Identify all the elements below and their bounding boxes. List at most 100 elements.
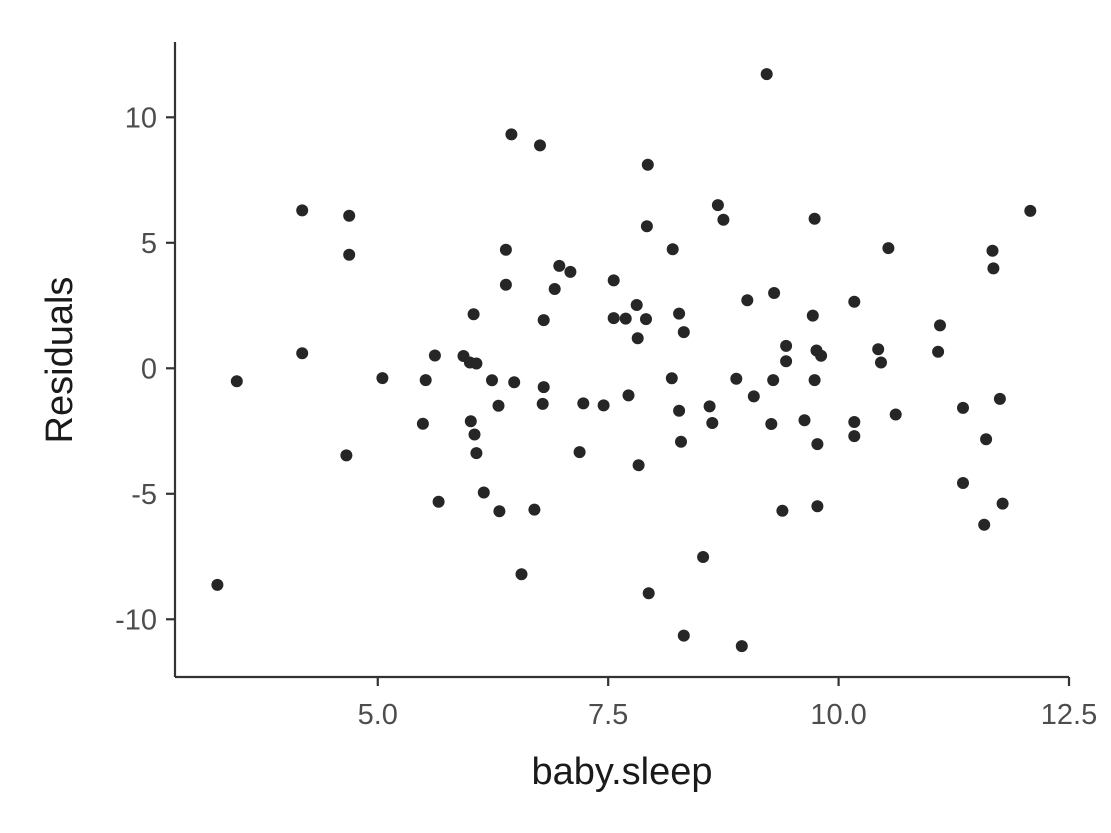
data-point-34: [677, 326, 690, 339]
data-point-76: [848, 430, 861, 443]
data-point-85: [477, 486, 490, 499]
y-axis-ticks: -10 -5 0 5 10: [115, 102, 175, 636]
data-point-21: [548, 283, 561, 295]
data-point-2: [534, 139, 546, 152]
data-point-70: [464, 415, 477, 428]
data-point-39: [932, 345, 945, 358]
data-point-92: [978, 518, 991, 531]
data-point-75: [468, 428, 481, 441]
data-point-52: [508, 376, 521, 389]
data-point-65: [703, 400, 716, 413]
data-point-74: [848, 416, 861, 428]
x-tick-label-3: 12.5: [1041, 699, 1097, 731]
data-point-46: [780, 355, 793, 368]
x-tick-label-0: 5.0: [358, 699, 398, 731]
data-point-33: [934, 319, 946, 332]
data-point-69: [416, 417, 429, 430]
data-point-83: [632, 459, 645, 472]
data-point-16: [553, 259, 566, 272]
data-point-0: [760, 68, 773, 81]
data-point-31: [640, 313, 652, 326]
data-point-47: [875, 356, 887, 369]
data-point-25: [630, 299, 643, 311]
data-point-87: [811, 500, 824, 513]
data-point-54: [730, 372, 743, 385]
data-point-22: [768, 287, 781, 299]
data-point-32: [537, 314, 550, 327]
data-point-95: [211, 578, 224, 591]
data-point-98: [735, 640, 748, 653]
data-point-23: [741, 294, 754, 307]
x-axis-title: baby.sleep: [532, 751, 713, 793]
data-point-81: [470, 447, 483, 460]
data-point-94: [515, 568, 528, 581]
x-axis-ticks: 5.0 7.5 10.0 12.5: [358, 677, 1097, 731]
data-point-40: [296, 347, 309, 360]
data-point-91: [776, 504, 789, 517]
data-point-5: [296, 204, 309, 217]
data-point-51: [486, 374, 498, 387]
data-point-72: [765, 418, 778, 430]
data-point-27: [467, 308, 480, 321]
data-point-55: [767, 374, 780, 387]
data-point-63: [597, 399, 610, 412]
data-point-96: [642, 587, 655, 600]
points-layer: [211, 68, 1037, 653]
data-point-17: [564, 265, 577, 278]
y-tick-label-2: 0: [141, 353, 157, 385]
data-point-11: [343, 248, 356, 261]
data-point-57: [537, 381, 550, 394]
data-point-82: [340, 449, 353, 462]
data-point-10: [640, 220, 653, 233]
data-point-14: [882, 242, 895, 255]
data-point-35: [631, 332, 644, 345]
data-point-86: [432, 495, 445, 508]
data-point-73: [798, 414, 811, 427]
data-point-24: [848, 295, 861, 308]
data-point-9: [1024, 204, 1037, 217]
data-point-56: [808, 374, 821, 387]
data-point-15: [986, 244, 999, 257]
data-point-58: [622, 389, 635, 402]
data-point-12: [499, 243, 512, 256]
data-point-8: [808, 212, 821, 225]
data-point-7: [717, 213, 730, 226]
data-point-77: [980, 433, 993, 446]
data-point-59: [747, 390, 760, 403]
y-tick-label-4: 10: [125, 102, 157, 134]
data-point-43: [815, 349, 828, 362]
data-point-20: [499, 278, 512, 291]
data-point-19: [607, 274, 620, 287]
data-point-13: [666, 243, 679, 256]
data-point-30: [619, 312, 632, 325]
data-point-68: [889, 408, 902, 421]
data-point-66: [957, 401, 969, 414]
data-point-64: [492, 399, 505, 412]
data-point-78: [675, 435, 687, 448]
data-point-1: [505, 128, 518, 141]
data-point-62: [577, 397, 590, 410]
y-tick-label-1: -5: [131, 479, 157, 511]
data-point-36: [780, 339, 793, 352]
data-point-45: [470, 357, 483, 370]
y-tick-label-3: 5: [141, 228, 157, 260]
data-point-53: [665, 372, 678, 385]
data-point-67: [673, 404, 686, 417]
data-point-80: [573, 446, 586, 459]
data-point-61: [536, 397, 549, 410]
data-point-37: [872, 343, 885, 356]
data-point-97: [677, 629, 690, 642]
data-point-18: [987, 262, 1000, 275]
x-tick-label-1: 7.5: [588, 699, 628, 731]
y-axis-title: Residuals: [39, 277, 81, 444]
data-point-49: [376, 372, 389, 385]
x-tick-label-2: 10.0: [810, 699, 866, 731]
data-point-48: [230, 375, 243, 388]
data-point-3: [641, 158, 654, 171]
data-point-90: [528, 503, 541, 516]
data-point-41: [428, 349, 441, 362]
data-point-93: [697, 551, 710, 563]
data-point-79: [811, 438, 824, 451]
data-point-4: [711, 199, 724, 212]
